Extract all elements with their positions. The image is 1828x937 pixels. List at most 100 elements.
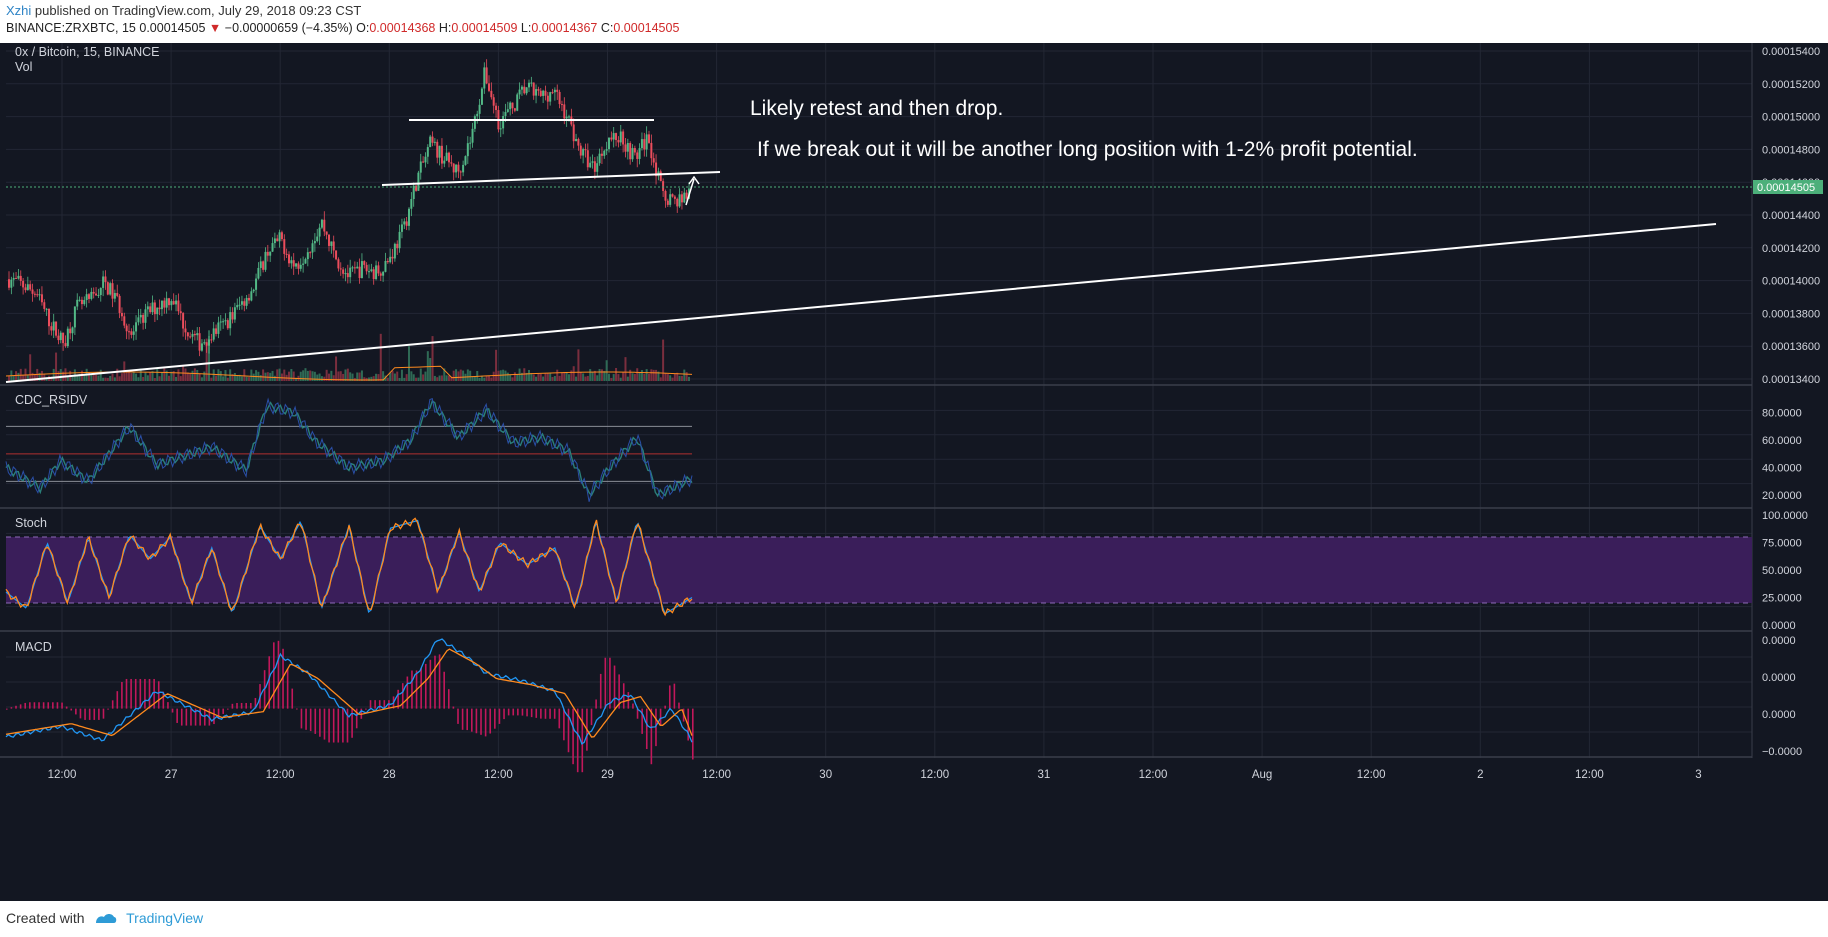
volume-bar (360, 370, 363, 381)
annotation-retest[interactable]: Likely retest and then drop. (750, 97, 1003, 120)
candle-body (619, 131, 622, 143)
candle-body (405, 221, 408, 226)
volume-bar (480, 375, 483, 381)
indicator-lines (5, 186, 1752, 773)
candle-body (671, 194, 674, 197)
candle-body (15, 277, 18, 279)
volume-bar (377, 374, 380, 381)
macd-histogram-bar (56, 702, 59, 709)
author-name[interactable]: Xzhi (6, 3, 32, 18)
macd-histogram-bar (116, 691, 119, 709)
price-axis-tick: 0.00015000 (1762, 112, 1820, 124)
chart-svg[interactable]: 0.00015400 0.00015200 0.00015000 0.00014800… (0, 43, 1828, 901)
macd-histogram-bar (613, 665, 616, 709)
macd-histogram-bar (378, 700, 381, 709)
tradingview-brand-link[interactable]: TradingView (126, 910, 204, 926)
candle-body (365, 264, 368, 272)
candle-body (179, 311, 182, 314)
volume-bar (603, 371, 606, 381)
macd-histogram-bar (645, 708, 648, 750)
candle-body (210, 339, 213, 341)
candle-body (328, 234, 330, 246)
volume-bar (245, 376, 248, 381)
volume-bar (633, 373, 636, 381)
candle-body (492, 97, 495, 106)
volume-bar (506, 372, 509, 381)
candle-body (80, 299, 83, 305)
macd-histogram-bar (424, 663, 427, 709)
chart-area[interactable]: 0.00015400 0.00015200 0.00015000 0.00014800… (0, 43, 1828, 901)
candle-body (172, 301, 175, 305)
candle-body (436, 141, 439, 158)
volume-bar (219, 371, 222, 381)
candle-body (471, 128, 474, 143)
candle-body (231, 312, 234, 320)
candle-body (417, 172, 420, 191)
macd-histogram-bar (443, 671, 445, 709)
volume-bar (193, 368, 196, 381)
candle-body (337, 259, 340, 269)
volume-bar (238, 374, 241, 381)
candle-body (292, 260, 295, 267)
macd-histogram-bar (185, 708, 188, 726)
candle-body (351, 267, 354, 269)
candle-body (215, 328, 218, 334)
candle-body (196, 333, 199, 336)
candle-body (12, 277, 15, 280)
candle-body (257, 267, 260, 279)
candle-body (128, 331, 130, 333)
volume-bar (471, 376, 474, 381)
volume-bar (186, 372, 189, 381)
candle-body (203, 342, 206, 344)
macd-histogram-bar (351, 708, 353, 738)
macd-histogram-bar (438, 654, 441, 709)
candle-body (685, 192, 688, 199)
volume-bar (335, 356, 338, 381)
volume-bar (478, 377, 481, 381)
macd-histogram-bar (374, 700, 376, 709)
candle-body (410, 199, 413, 209)
candle-body (549, 92, 552, 102)
candle-body (636, 152, 639, 159)
annotation-breakout[interactable]: If we break out it will be another long … (757, 138, 1418, 161)
candle-body (382, 271, 385, 276)
retest-arrow (685, 175, 700, 206)
macd-histogram-bar (157, 681, 160, 709)
volume-bar (365, 377, 368, 381)
volume-bar (302, 370, 305, 381)
candle-body (379, 273, 382, 276)
volume-bar (128, 369, 130, 381)
macd-histogram-bar (641, 708, 643, 734)
candle-body (600, 153, 603, 156)
candle-body (591, 161, 594, 163)
volume-bar (469, 370, 472, 381)
volume-bar (170, 371, 173, 381)
candle-body (478, 104, 481, 114)
volume-bar (153, 377, 156, 381)
volume-bar (410, 371, 413, 381)
macd-histogram-bar (517, 708, 519, 716)
volume-bar (165, 370, 168, 381)
volume-bar (640, 370, 643, 381)
candle-body (575, 138, 578, 142)
macd-histogram-bar (429, 659, 432, 709)
volume-bar (382, 371, 385, 381)
candle-body (17, 275, 20, 279)
candle-body (219, 321, 222, 323)
candle-body (99, 287, 102, 296)
candle-body (565, 116, 568, 119)
candle-body (118, 295, 121, 313)
volume-bar (629, 369, 632, 381)
volume-bar (116, 368, 119, 381)
candle-body (297, 263, 300, 269)
volume-bar (673, 373, 676, 381)
macd-histogram-bar (153, 678, 155, 709)
volume-bar (396, 371, 399, 381)
candle-body (252, 289, 255, 292)
candle-body (403, 221, 406, 225)
candle-body (504, 111, 507, 117)
volume-bar (320, 376, 323, 381)
volume-bar (262, 369, 265, 381)
macd-histogram-bar (134, 678, 137, 709)
candle-body (560, 104, 563, 106)
